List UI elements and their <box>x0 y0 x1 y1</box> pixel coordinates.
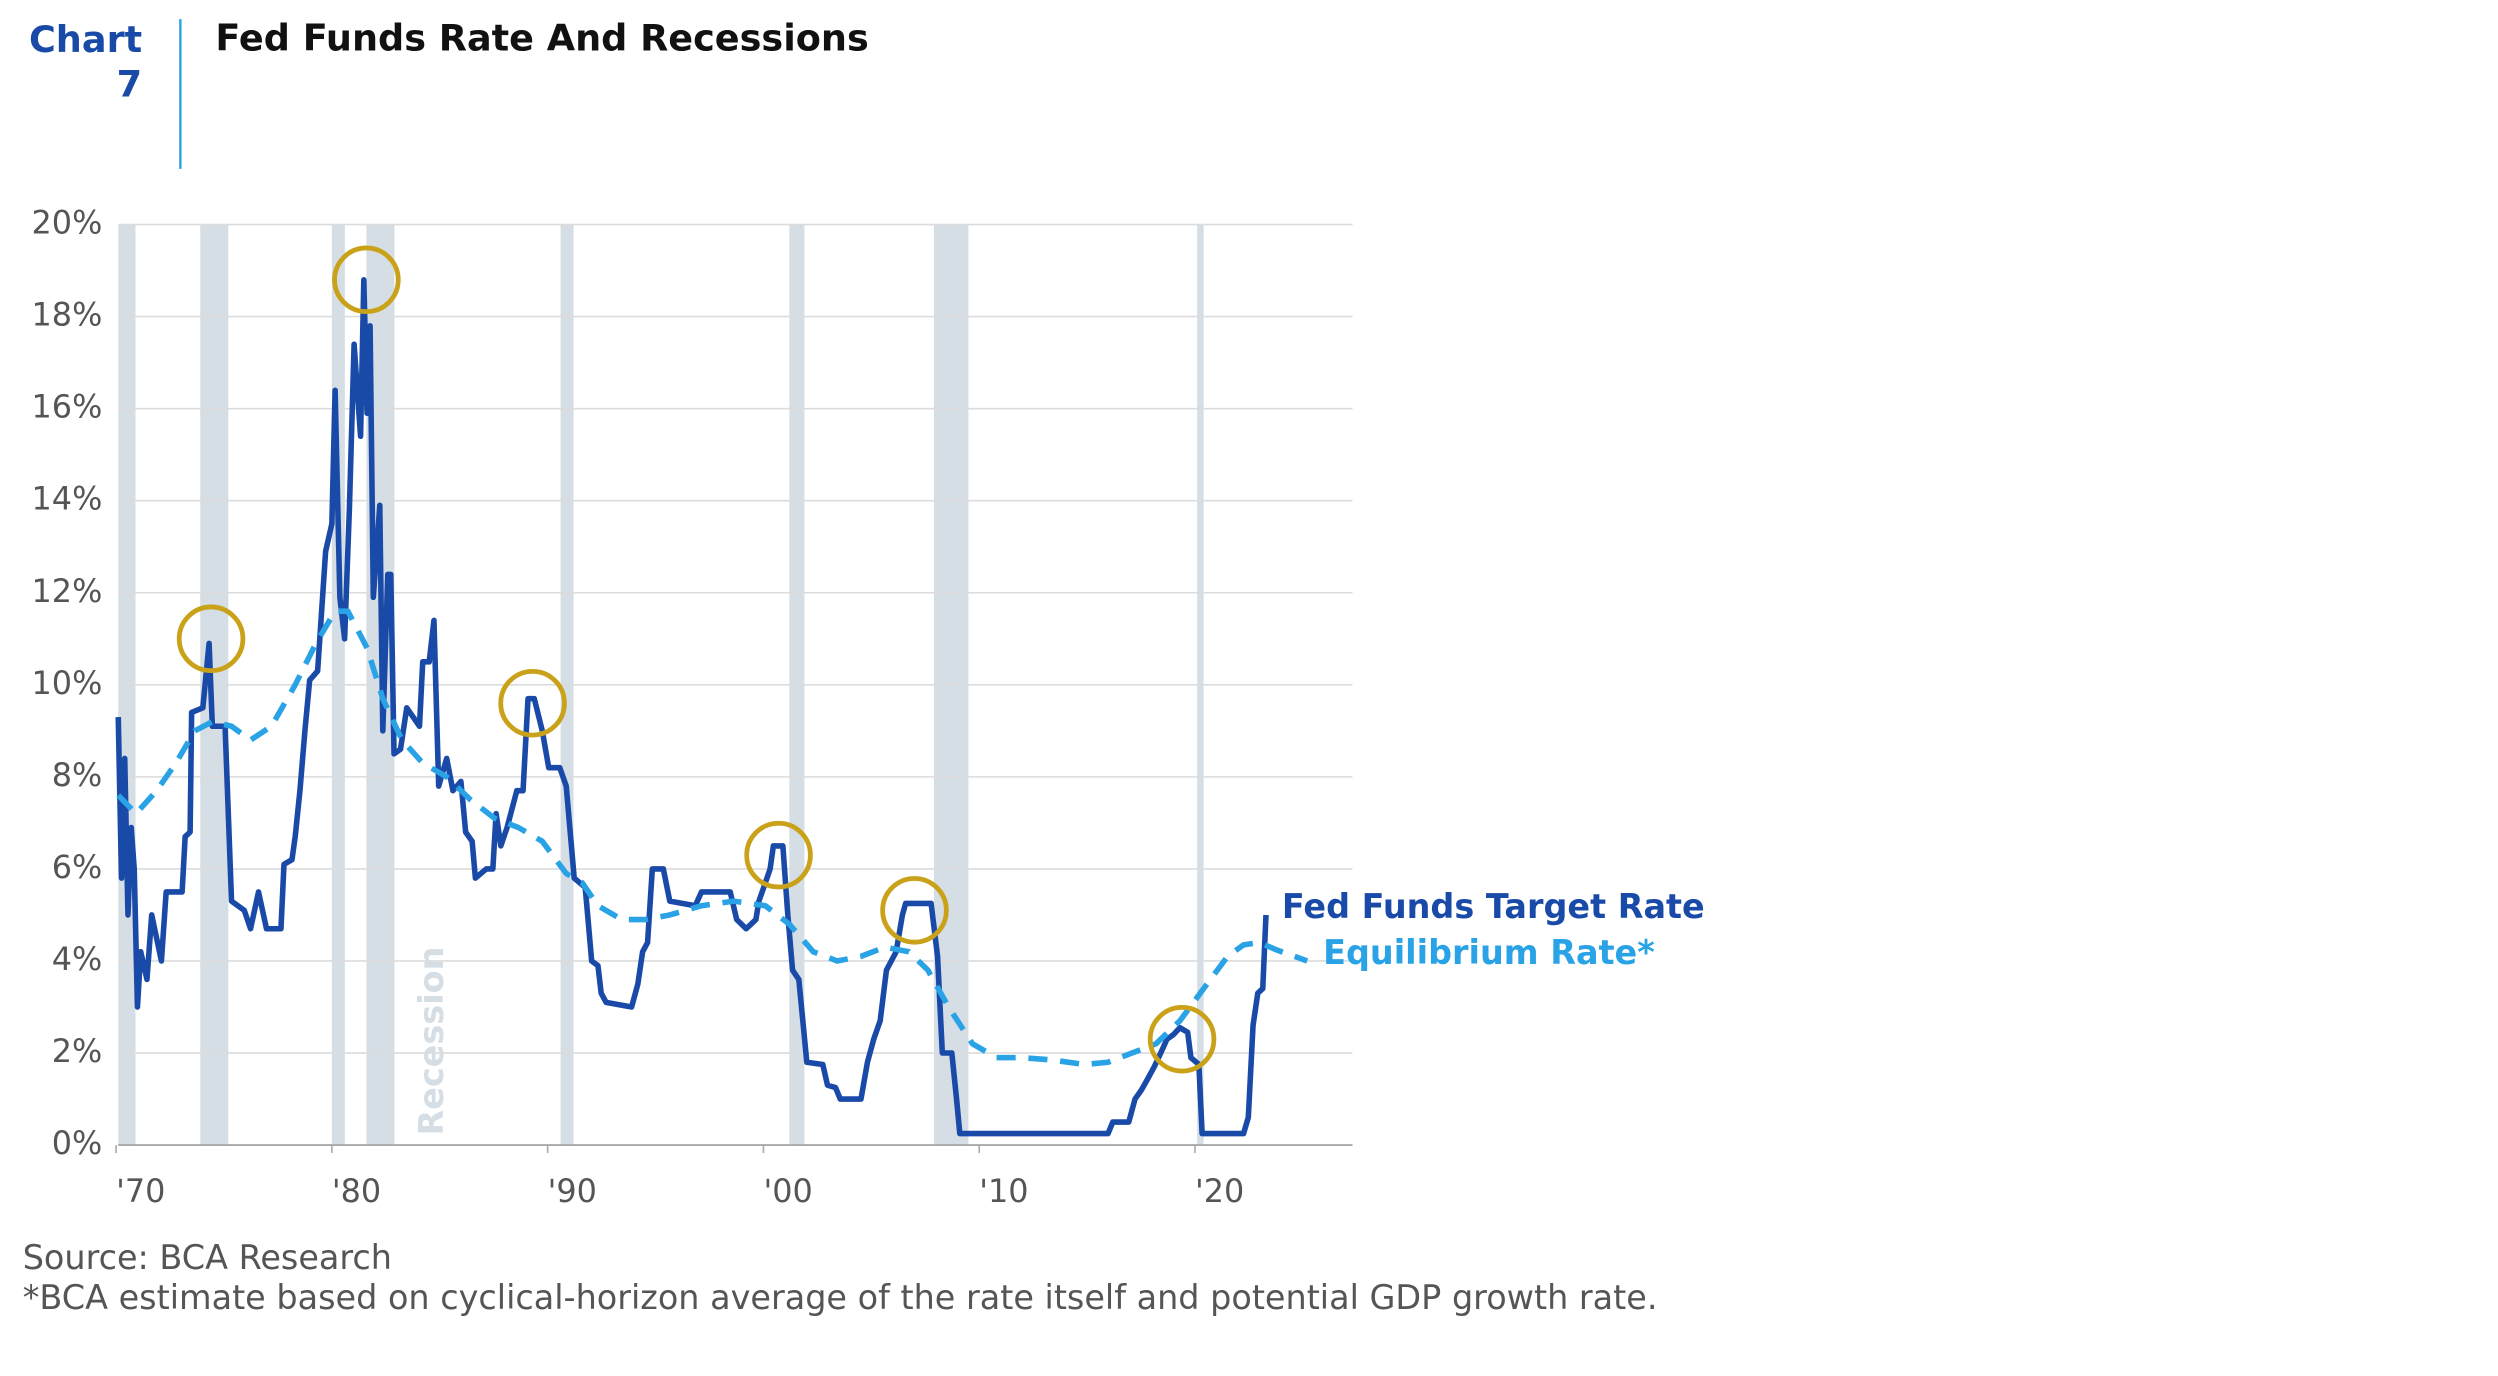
source: Source: BCA Research <box>23 1238 392 1277</box>
highlight-circle <box>332 245 401 315</box>
x-tick-label: '70 <box>116 1172 165 1210</box>
highlight-circle <box>498 668 567 738</box>
rate-line <box>115 276 1269 1137</box>
x-tick-label: '10 <box>979 1172 1028 1210</box>
x-tick-label: '80 <box>332 1172 381 1210</box>
highlight-circle <box>744 820 813 890</box>
chart-title: Fed Funds Rate And Recessions <box>215 16 868 59</box>
highlight-circle <box>176 604 246 674</box>
series-label: Fed Funds Target Rate <box>1282 887 1705 926</box>
plot: Recession 0% 2% 4% 6% 8% 10% 12% 14% 16% 18% 20% '70… <box>32 204 1705 1210</box>
chart-number: 7 <box>117 63 142 106</box>
series-label: Equilibrium Rate* <box>1323 933 1655 972</box>
x-tick-label: '00 <box>763 1172 812 1210</box>
y-tick-label: 4% <box>52 940 103 978</box>
highlight-circle <box>1147 1004 1217 1074</box>
chart-label: Chart <box>29 18 142 61</box>
y-tick-label: 8% <box>52 756 103 794</box>
y-tick-label: 20% <box>32 204 103 242</box>
y-tick-label: 18% <box>32 296 103 334</box>
x-tick-label: '90 <box>548 1172 597 1210</box>
equilibrium-line <box>116 608 1309 1068</box>
note: *BCA estimate based on cyclical-horizon … <box>23 1278 1658 1317</box>
y-tick-label: 12% <box>32 572 103 610</box>
y-tick-label: 16% <box>32 388 103 426</box>
highlight-circle <box>880 876 949 945</box>
recession-label: Recession <box>412 947 451 1136</box>
y-tick-label: 10% <box>32 664 103 702</box>
x-tick-label: '20 <box>1195 1172 1244 1210</box>
y-tick-label: 14% <box>32 480 103 518</box>
y-tick-label: 6% <box>52 848 103 886</box>
y-tick-label: 2% <box>52 1032 103 1070</box>
y-tick-label: 0% <box>52 1124 103 1162</box>
